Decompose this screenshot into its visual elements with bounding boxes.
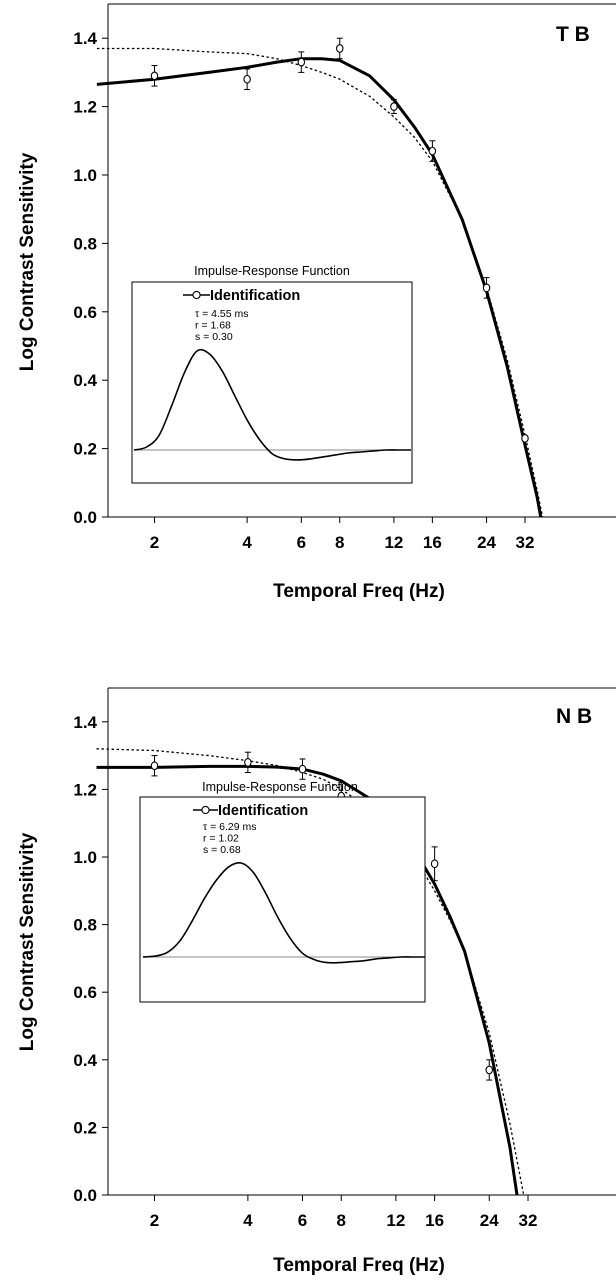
x-axis-title: Temporal Freq (Hz) [273, 581, 445, 602]
x-tick-label: 12 [384, 533, 403, 552]
inset-param: s = 0.30 [195, 331, 233, 343]
x-tick-label: 2 [150, 533, 159, 552]
data-point [335, 44, 344, 53]
x-tick-label: 8 [335, 533, 344, 552]
x-tick-label: 32 [519, 1211, 538, 1230]
data-point [150, 761, 159, 771]
inset-impulse-curve [142, 861, 425, 964]
y-tick-label: 0.6 [73, 983, 97, 1002]
x-tick-label: 4 [243, 1211, 253, 1230]
x-tick-label: 24 [477, 533, 496, 552]
y-tick-label: 0.0 [73, 508, 97, 527]
inset-frame [139, 796, 426, 1003]
y-axis-title: Log Contrast Sensitivity [17, 832, 38, 1051]
y-tick-label: 1.0 [73, 166, 97, 185]
x-tick-label: 8 [337, 1211, 346, 1230]
inset-legend-label: Identification [218, 803, 308, 819]
data-point [298, 764, 307, 774]
y-tick-label: 1.4 [73, 713, 97, 732]
y-tick-label: 1.0 [73, 848, 97, 867]
y-tick-label: 0.8 [73, 234, 97, 253]
inset-param: r = 1.02 [203, 833, 239, 845]
data-point [150, 71, 159, 81]
y-tick-label: 1.2 [73, 780, 97, 799]
panel-label: N B [556, 705, 592, 728]
data-point [297, 57, 306, 67]
y-tick-label: 1.4 [73, 29, 97, 48]
inset-param: τ = 4.55 ms [195, 308, 248, 320]
data-point [390, 102, 398, 111]
solid-fit-curve [96, 57, 543, 518]
panel-nb: 0.00.20.40.60.81.01.21.42 4 6 8 12 16 24 32Temp… [17, 687, 616, 1276]
x-tick-label: 2 [150, 1211, 159, 1230]
x-axis-title: Temporal Freq (Hz) [273, 1255, 445, 1276]
dotted-fit-curve [96, 47, 544, 518]
panel-tb: 0.00.20.40.60.81.01.21.42 4 6 8 12 16 24 32Temp… [17, 3, 616, 602]
panel-label: T B [556, 23, 590, 46]
data-point [430, 859, 439, 869]
y-tick-label: 0.2 [73, 440, 97, 459]
inset-legend-marker [201, 805, 210, 815]
y-tick-label: 0.6 [73, 303, 97, 322]
inset-title: Impulse-Response Function [202, 780, 358, 794]
y-tick-label: 0.4 [73, 1051, 97, 1070]
y-tick-label: 0.2 [73, 1118, 97, 1137]
inset-param: r = 1.68 [195, 320, 231, 332]
inset-impulse-response: Impulse-Response Function Identification τ… [139, 780, 426, 1003]
x-tick-label: 4 [242, 533, 252, 552]
x-tick-label: 16 [423, 533, 442, 552]
data-point [428, 146, 437, 156]
inset-legend-marker [192, 290, 201, 300]
x-tick-label: 6 [298, 1211, 307, 1230]
x-tick-label: 12 [386, 1211, 405, 1230]
data-point [482, 283, 491, 293]
x-tick-label: 24 [480, 1211, 499, 1230]
y-tick-label: 0.0 [73, 1186, 97, 1205]
y-axis-title: Log Contrast Sensitivity [17, 152, 38, 371]
y-tick-label: 1.2 [73, 98, 97, 117]
y-tick-label: 0.4 [73, 371, 97, 390]
x-tick-label: 6 [297, 533, 306, 552]
inset-title: Impulse-Response Function [194, 264, 350, 278]
data-point [243, 74, 251, 84]
x-tick-label: 16 [425, 1211, 444, 1230]
inset-impulse-response: Impulse-Response Function Identification τ… [131, 264, 413, 484]
data-point [485, 1065, 493, 1075]
inset-impulse-curve [133, 348, 411, 461]
y-tick-label: 0.8 [73, 916, 97, 935]
inset-param: s = 0.68 [203, 844, 241, 856]
data-point [244, 758, 252, 767]
data-point [521, 433, 529, 443]
inset-param: τ = 6.29 ms [203, 821, 256, 833]
inset-legend-label: Identification [210, 288, 300, 304]
x-tick-label: 32 [516, 533, 535, 552]
